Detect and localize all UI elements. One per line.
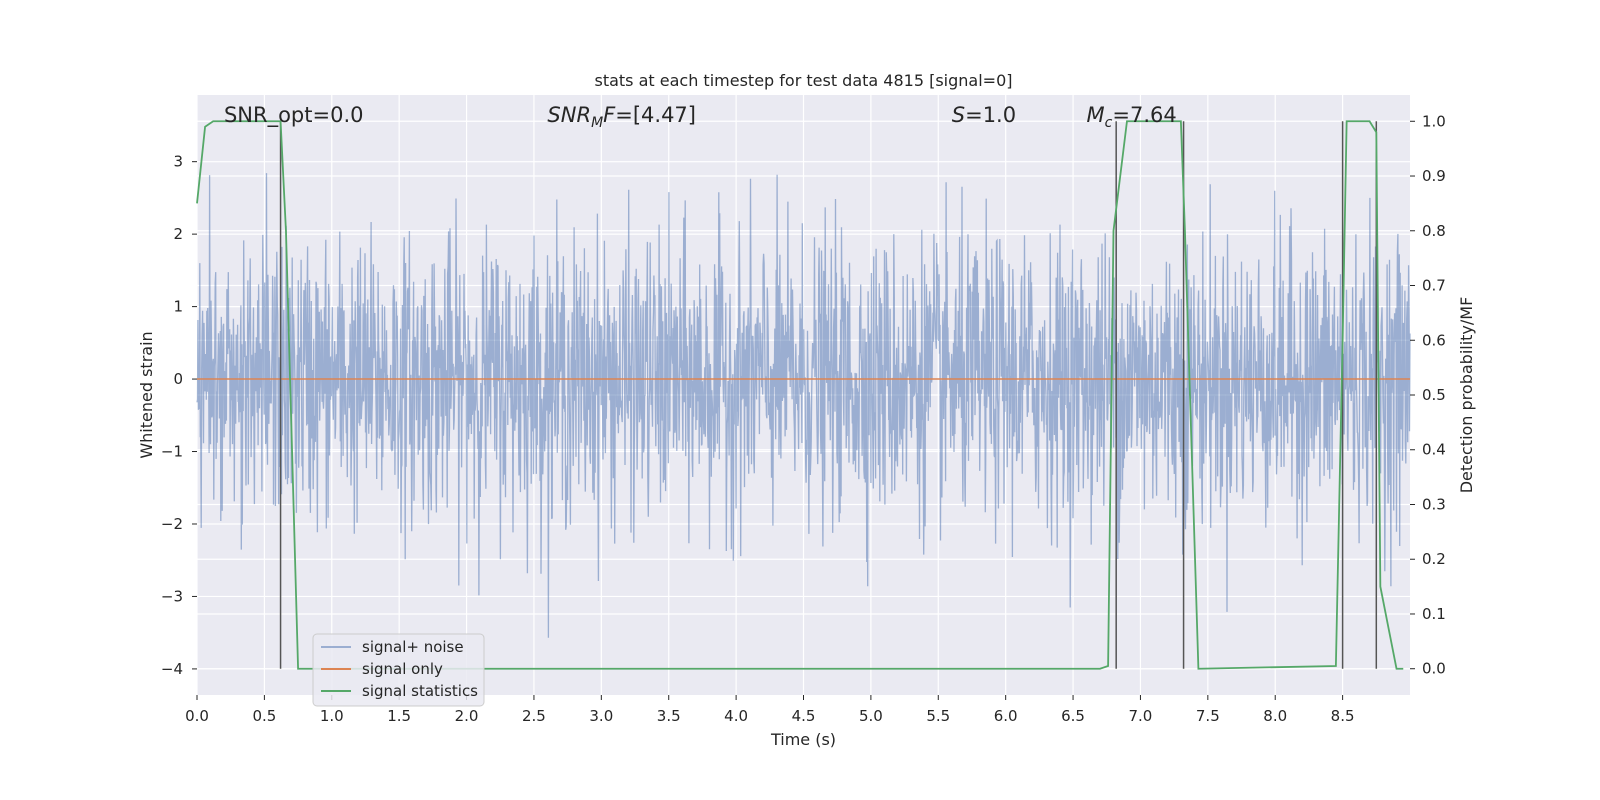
x-tick-label: 7.5 xyxy=(1196,707,1220,725)
x-axis-label: Time (s) xyxy=(770,730,836,749)
annotation-3: Mc=7.64 xyxy=(1087,103,1177,131)
y-left-tick-label: −1 xyxy=(161,443,183,461)
x-tick-label: 0.0 xyxy=(185,707,209,725)
y-left-tick-label: −3 xyxy=(161,587,183,605)
y-left-tick-label: 2 xyxy=(173,225,183,243)
x-tick-label: 3.5 xyxy=(657,707,681,725)
x-tick-label: 5.5 xyxy=(926,707,950,725)
legend: signal+ noise signal only signal statistic… xyxy=(312,633,485,707)
y-axis-left-label: Whitened strain xyxy=(137,331,156,458)
y-right-tick-label: 0.3 xyxy=(1422,495,1446,513)
x-tick-label: 4.5 xyxy=(792,707,816,725)
y-right-tick-label: 0.8 xyxy=(1422,222,1446,240)
y-right-tick-label: 0.0 xyxy=(1422,660,1446,678)
legend-label: signal statistics xyxy=(362,682,478,700)
x-tick-label: 4.0 xyxy=(724,707,748,725)
y-right-tick-label: 0.5 xyxy=(1422,386,1446,404)
legend-label: signal+ noise xyxy=(362,638,464,656)
y-right-tick-label: 0.6 xyxy=(1422,331,1446,349)
chart-title: stats at each timestep for test data 481… xyxy=(594,71,1012,90)
x-tick-label: 6.0 xyxy=(994,707,1018,725)
x-tick-label: 3.0 xyxy=(589,707,613,725)
x-tick-label: 2.5 xyxy=(522,707,546,725)
x-tick-label: 8.0 xyxy=(1263,707,1287,725)
y-left-tick-label: −4 xyxy=(161,660,183,678)
x-tick-label: 0.5 xyxy=(252,707,276,725)
y-left-tick-label: 0 xyxy=(173,370,183,388)
y-left-tick-label: 1 xyxy=(173,298,183,316)
annotation-2: S=1.0 xyxy=(952,103,1016,127)
x-tick-label: 1.5 xyxy=(387,707,411,725)
annotation-1: SNRMF=[4.47] xyxy=(547,103,696,131)
y-right-tick-label: 0.2 xyxy=(1422,550,1446,568)
y-left-tick-label: −2 xyxy=(161,515,183,533)
y-right-tick-label: 0.9 xyxy=(1422,167,1446,185)
x-tick-label: 7.0 xyxy=(1129,707,1153,725)
y-right-tick-label: 0.4 xyxy=(1422,441,1446,459)
y-left-tick-label: 3 xyxy=(173,153,183,171)
y-right-tick-label: 0.1 xyxy=(1422,605,1446,623)
legend-label: signal only xyxy=(362,660,443,678)
x-tick-label: 6.5 xyxy=(1061,707,1085,725)
x-tick-label: 8.5 xyxy=(1331,707,1355,725)
x-tick-label: 5.0 xyxy=(859,707,883,725)
series-signal-noise xyxy=(196,173,1411,638)
y-axis-right-label: Detection probability/MF xyxy=(1457,297,1476,494)
annotation-0: SNR_opt=0.0 xyxy=(224,103,364,128)
x-tick-label: 1.0 xyxy=(320,707,344,725)
series-signal-statistics xyxy=(196,120,1404,670)
legend-box xyxy=(312,633,485,707)
x-tick-label: 2.0 xyxy=(455,707,479,725)
y-right-tick-label: 1.0 xyxy=(1422,112,1446,130)
y-right-tick-label: 0.7 xyxy=(1422,277,1446,295)
